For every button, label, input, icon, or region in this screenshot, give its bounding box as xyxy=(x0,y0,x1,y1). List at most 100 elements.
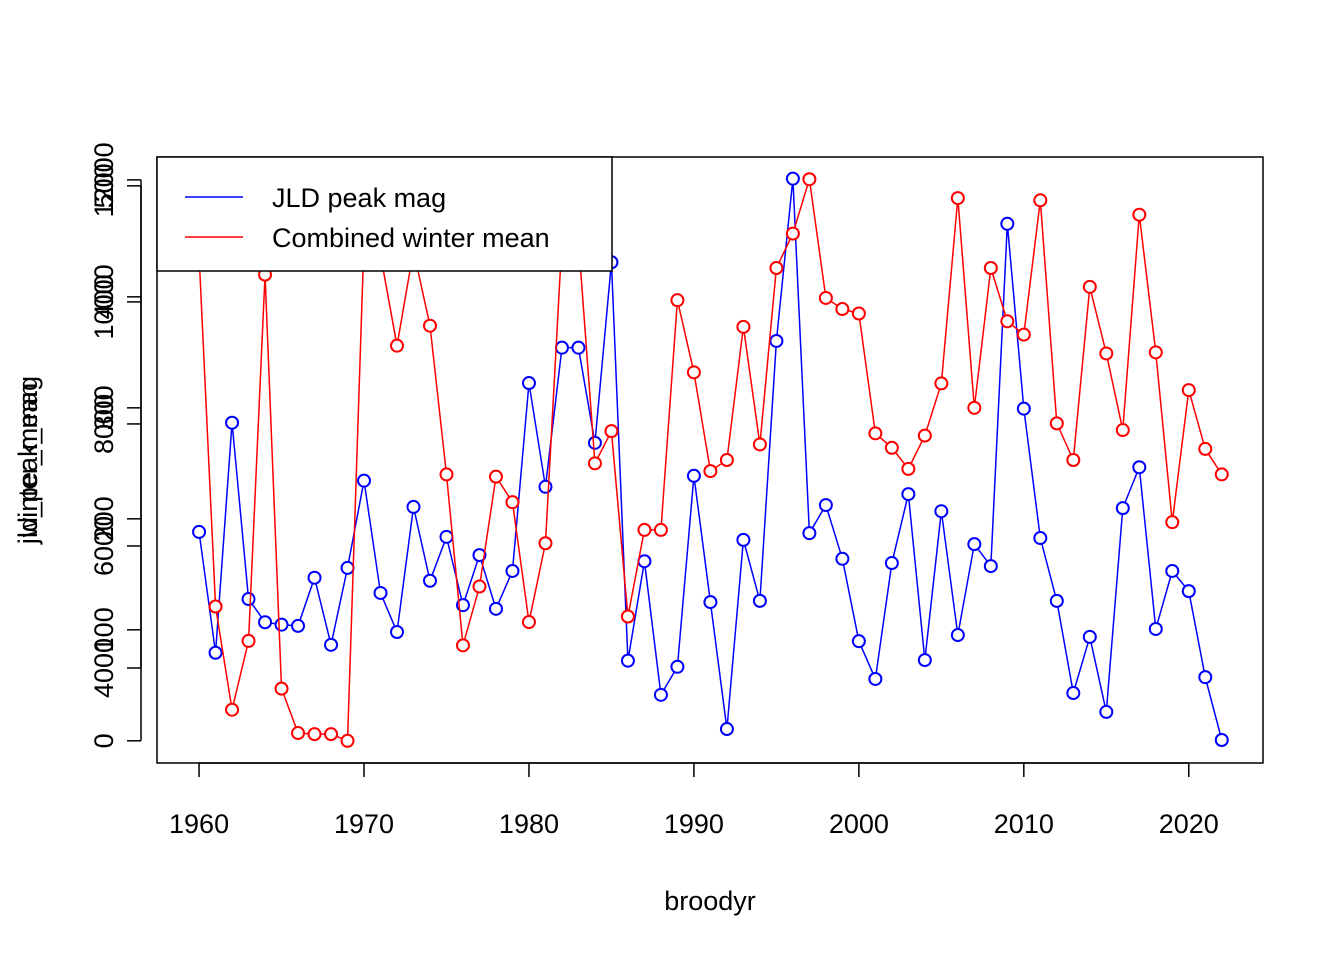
data-point xyxy=(1016,401,1031,416)
y-tick-label: 12000 xyxy=(89,142,119,217)
data-point xyxy=(1099,346,1114,361)
data-point xyxy=(851,306,866,321)
data-point xyxy=(587,456,602,471)
data-point xyxy=(1165,563,1180,578)
data-point xyxy=(488,601,503,616)
data-point xyxy=(225,415,240,430)
data-point xyxy=(1000,314,1015,329)
x-tick-label: 1990 xyxy=(664,809,724,839)
data-point xyxy=(917,428,932,443)
data-point xyxy=(390,625,405,640)
y-tick-label: 6000 xyxy=(89,516,119,576)
legend-label: JLD peak mag xyxy=(272,183,446,213)
data-point xyxy=(521,376,536,391)
data-point xyxy=(455,638,470,653)
data-point xyxy=(917,653,932,668)
x-tick-label: 1980 xyxy=(499,809,559,839)
data-point xyxy=(192,524,207,539)
legend-label: Combined winter mean xyxy=(272,223,550,253)
data-point xyxy=(1016,327,1031,342)
data-point xyxy=(274,617,289,632)
data-point xyxy=(1148,345,1163,360)
y2-tick-label: 200 xyxy=(89,496,119,541)
data-point xyxy=(967,400,982,415)
data-point xyxy=(901,461,916,476)
data-point xyxy=(1214,732,1229,747)
data-point xyxy=(241,633,256,648)
data-point xyxy=(1033,193,1048,208)
data-point xyxy=(488,469,503,484)
y2-axis-label: winter_mean xyxy=(13,383,43,539)
data-point xyxy=(769,260,784,275)
data-point xyxy=(324,727,339,742)
data-point xyxy=(373,585,388,600)
data-point xyxy=(851,634,866,649)
data-point xyxy=(241,592,256,607)
data-point xyxy=(802,526,817,541)
y2-tick-label: 300 xyxy=(89,385,119,430)
data-point xyxy=(653,687,668,702)
data-point xyxy=(901,487,916,502)
data-point xyxy=(324,637,339,652)
data-point xyxy=(785,226,800,241)
y2-tick-label: 0 xyxy=(89,733,119,748)
y-tick-label: 10000 xyxy=(89,264,119,339)
data-point xyxy=(571,340,586,355)
data-point xyxy=(620,609,635,624)
data-point xyxy=(208,599,223,614)
data-point xyxy=(983,260,998,275)
data-point xyxy=(1066,453,1081,467)
data-point xyxy=(1082,279,1097,294)
y2-tick-label: 500 xyxy=(89,163,119,208)
data-point xyxy=(703,464,718,479)
data-point xyxy=(1165,515,1180,530)
data-point xyxy=(472,579,487,594)
y-axis-label: jld_peak_mag xyxy=(13,376,43,545)
data-point xyxy=(505,563,520,578)
data-point xyxy=(1198,441,1213,456)
data-point xyxy=(653,522,668,537)
data-point xyxy=(835,302,850,317)
legend-box xyxy=(156,156,613,272)
data-point xyxy=(554,340,569,355)
y2-tick-label: 100 xyxy=(89,607,119,652)
data-point xyxy=(884,556,899,571)
data-point xyxy=(307,727,322,742)
x-tick-label: 2000 xyxy=(829,809,889,839)
data-point xyxy=(637,554,652,569)
data-point xyxy=(274,681,289,696)
data-point xyxy=(752,593,767,608)
y-tick-label: 8000 xyxy=(89,394,119,454)
data-point xyxy=(225,702,240,717)
data-point xyxy=(521,615,536,630)
data-point xyxy=(802,172,817,187)
data-point xyxy=(752,437,767,452)
plot-frame xyxy=(156,156,1264,764)
y-tick-label: 4000 xyxy=(89,638,119,698)
data-point xyxy=(1132,207,1147,222)
data-point xyxy=(439,467,454,482)
data-point xyxy=(868,426,883,441)
data-point xyxy=(505,495,520,510)
data-point xyxy=(422,573,437,588)
x-tick-label: 2010 xyxy=(994,809,1054,839)
data-point xyxy=(1214,467,1229,482)
data-point xyxy=(1115,423,1130,438)
data-point xyxy=(472,548,487,563)
data-point xyxy=(1099,704,1114,719)
data-point xyxy=(422,318,437,333)
data-point xyxy=(785,171,800,186)
data-point xyxy=(1181,383,1196,398)
x-tick-label: 1970 xyxy=(334,809,394,839)
data-point xyxy=(736,532,751,547)
data-point xyxy=(340,733,355,748)
data-point xyxy=(769,333,784,348)
x-tick-label: 1960 xyxy=(169,809,229,839)
data-point xyxy=(670,659,685,674)
y2-tick-label: 400 xyxy=(89,274,119,319)
data-point xyxy=(604,424,619,439)
data-point xyxy=(934,376,949,391)
data-point xyxy=(686,365,701,380)
data-point xyxy=(538,536,553,551)
